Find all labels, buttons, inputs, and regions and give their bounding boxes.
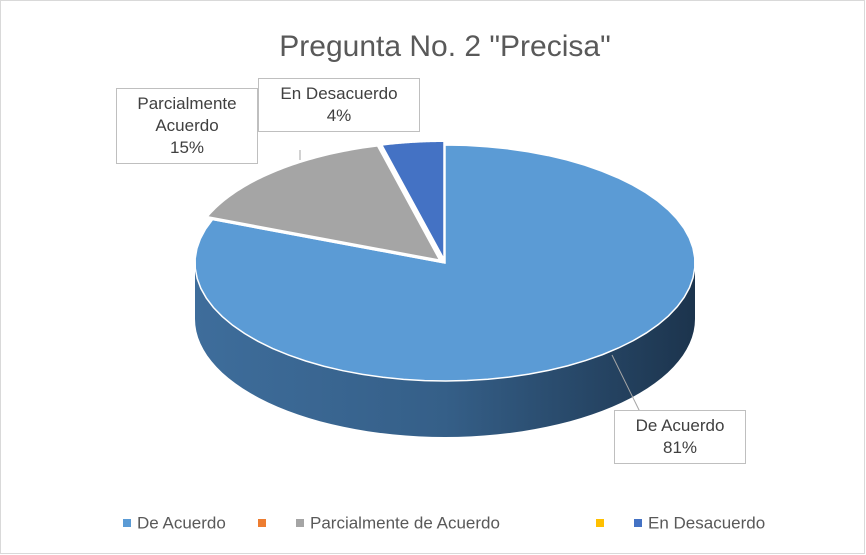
legend-marker	[258, 519, 266, 527]
data-label-name: De Acuerdo	[635, 416, 725, 435]
data-label: Parcialmente Acuerdo 15%	[116, 88, 258, 164]
data-label-value: 15%	[169, 138, 205, 157]
legend-marker	[123, 519, 131, 527]
data-label-name: Parcialmente Acuerdo	[137, 94, 237, 135]
legend-marker	[296, 519, 304, 527]
legend-label: Parcialmente de Acuerdo	[310, 513, 500, 532]
legend-marker	[634, 519, 642, 527]
leader-line	[611, 354, 641, 413]
slice	[205, 145, 442, 262]
slice-side	[195, 263, 695, 437]
data-label-name: En Desacuerdo	[280, 84, 398, 103]
legend-marker	[596, 519, 604, 527]
legend: De Acuerdo Parcialmente de Acuerdo En Desa…	[123, 513, 765, 532]
legend-label: En Desacuerdo	[648, 513, 765, 532]
pie	[194, 140, 696, 437]
slice	[380, 140, 445, 260]
legend-label: De Acuerdo	[137, 513, 226, 532]
chart-title: Pregunta No. 2 "Precisa"	[279, 30, 610, 63]
data-label: De Acuerdo 81%	[614, 410, 746, 464]
data-label: En Desacuerdo 4%	[258, 78, 420, 132]
slice	[382, 148, 446, 264]
data-label-value: 4%	[326, 106, 352, 125]
data-label-value: 81%	[662, 438, 698, 457]
slice	[212, 218, 446, 264]
